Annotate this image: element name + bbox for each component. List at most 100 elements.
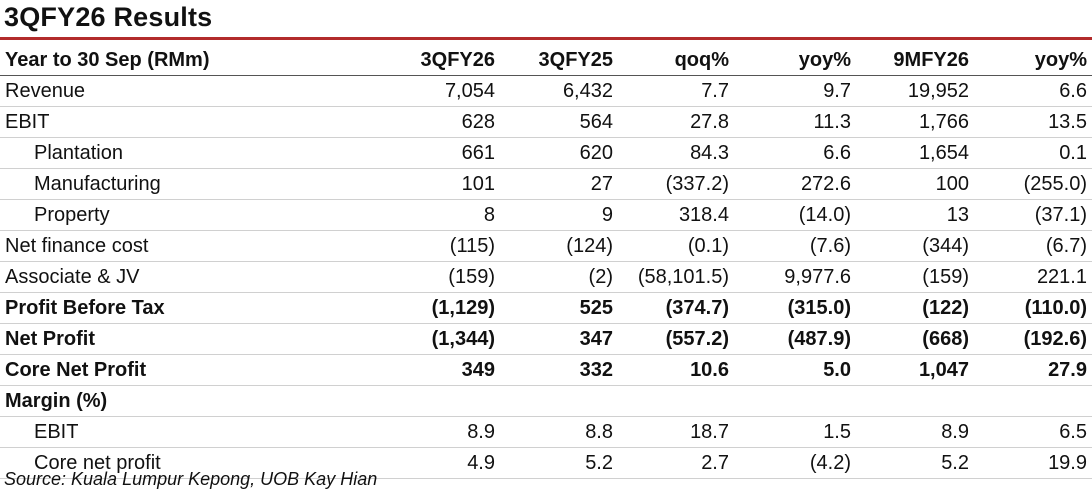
cell-3qfy26: 628 (386, 106, 500, 138)
cell-qoq: (0.1) (618, 230, 734, 262)
cell-9mfy26: (344) (856, 230, 974, 262)
row-associate-jv: Associate & JV (159) (2) (58,101.5) 9,97… (0, 261, 1092, 293)
row-ebit-margin: EBIT 8.9 8.8 18.7 1.5 8.9 6.5 (0, 416, 1092, 448)
cell-9mfy26: 13 (856, 199, 974, 231)
cell-qoq: (557.2) (618, 323, 734, 355)
cell-yoy-9m: (110.0) (974, 292, 1092, 324)
row-label: Revenue (0, 75, 386, 107)
row-profit-before-tax: Profit Before Tax (1,129) 525 (374.7) (3… (0, 292, 1092, 324)
cell-3qfy25: 525 (500, 292, 618, 324)
cell-3qfy26: (1,129) (386, 292, 500, 324)
cell-qoq: 2.7 (618, 447, 734, 479)
title-divider (0, 37, 1092, 40)
header-3qfy26: 3QFY26 (386, 45, 500, 76)
cell-qoq: (58,101.5) (618, 261, 734, 293)
row-label: Core Net Profit (0, 354, 386, 386)
header-qoq: qoq% (618, 45, 734, 76)
cell-9mfy26: (122) (856, 292, 974, 324)
cell-qoq: 18.7 (618, 416, 734, 448)
row-label: Associate & JV (0, 261, 386, 293)
cell-3qfy25: 347 (500, 323, 618, 355)
cell-3qfy25: 332 (500, 354, 618, 386)
header-3qfy25: 3QFY25 (500, 45, 618, 76)
cell-yoy-9m: 6.5 (974, 416, 1092, 448)
row-label: EBIT (0, 106, 386, 138)
cell-3qfy25: 6,432 (500, 75, 618, 107)
cell-yoy-9m: (255.0) (974, 168, 1092, 200)
cell-yoy-9m: 6.6 (974, 75, 1092, 107)
cell-yoy-9m: (6.7) (974, 230, 1092, 262)
source-note: Source: Kuala Lumpur Kepong, UOB Kay Hia… (4, 469, 378, 489)
cell-yoy: 5.0 (734, 354, 856, 386)
cell-qoq: (374.7) (618, 292, 734, 324)
cell-yoy-9m: 19.9 (974, 447, 1092, 479)
row-net-profit: Net Profit (1,344) 347 (557.2) (487.9) (… (0, 323, 1092, 355)
cell-3qfy25: 9 (500, 199, 618, 231)
header-9mfy26: 9MFY26 (856, 45, 974, 76)
cell-yoy-9m: 27.9 (974, 354, 1092, 386)
cell-yoy: 6.6 (734, 137, 856, 169)
cell-qoq: (337.2) (618, 168, 734, 200)
cell-qoq: 7.7 (618, 75, 734, 107)
cell-3qfy26 (386, 385, 500, 417)
cell-3qfy25: 620 (500, 137, 618, 169)
cell-yoy-9m: 0.1 (974, 137, 1092, 169)
cell-3qfy25: 27 (500, 168, 618, 200)
row-label: Profit Before Tax (0, 292, 386, 324)
cell-yoy: 272.6 (734, 168, 856, 200)
row-label: Net finance cost (0, 230, 386, 262)
header-row: Year to 30 Sep (RMm) 3QFY26 3QFY25 qoq% … (0, 45, 1092, 76)
cell-9mfy26 (856, 385, 974, 417)
cell-3qfy26: (159) (386, 261, 500, 293)
header-yoy: yoy% (734, 45, 856, 76)
cell-yoy-9m: (192.6) (974, 323, 1092, 355)
row-ebit: EBIT 628 564 27.8 11.3 1,766 13.5 (0, 106, 1092, 138)
row-manufacturing: Manufacturing 101 27 (337.2) 272.6 100 (… (0, 168, 1092, 200)
cell-3qfy26: 8.9 (386, 416, 500, 448)
cell-yoy-9m: (37.1) (974, 199, 1092, 231)
cell-9mfy26: 5.2 (856, 447, 974, 479)
cell-yoy: (4.2) (734, 447, 856, 479)
row-revenue: Revenue 7,054 6,432 7.7 9.7 19,952 6.6 (0, 75, 1092, 107)
cell-yoy: (14.0) (734, 199, 856, 231)
cell-yoy: 1.5 (734, 416, 856, 448)
cell-9mfy26: (159) (856, 261, 974, 293)
cell-qoq: 318.4 (618, 199, 734, 231)
cell-yoy: 11.3 (734, 106, 856, 138)
cell-9mfy26: 1,766 (856, 106, 974, 138)
cell-3qfy26: 8 (386, 199, 500, 231)
cell-yoy-9m: 221.1 (974, 261, 1092, 293)
row-plantation: Plantation 661 620 84.3 6.6 1,654 0.1 (0, 137, 1092, 169)
cell-9mfy26: 8.9 (856, 416, 974, 448)
header-label: Year to 30 Sep (RMm) (0, 45, 386, 76)
cell-yoy: (315.0) (734, 292, 856, 324)
header-yoy-9m: yoy% (974, 45, 1092, 76)
cell-3qfy25: 8.8 (500, 416, 618, 448)
row-label: Net Profit (0, 323, 386, 355)
cell-yoy-9m (974, 385, 1092, 417)
cell-9mfy26: 1,047 (856, 354, 974, 386)
row-label: Plantation (0, 137, 386, 169)
row-core-net-profit: Core Net Profit 349 332 10.6 5.0 1,047 2… (0, 354, 1092, 386)
cell-qoq: 27.8 (618, 106, 734, 138)
cell-yoy: (487.9) (734, 323, 856, 355)
cell-yoy (734, 385, 856, 417)
cell-yoy: 9.7 (734, 75, 856, 107)
cell-3qfy26: (1,344) (386, 323, 500, 355)
cell-3qfy26: 661 (386, 137, 500, 169)
cell-9mfy26: 19,952 (856, 75, 974, 107)
cell-qoq: 10.6 (618, 354, 734, 386)
cell-3qfy26: 4.9 (386, 447, 500, 479)
cell-qoq: 84.3 (618, 137, 734, 169)
row-label: Property (0, 199, 386, 231)
cell-3qfy26: (115) (386, 230, 500, 262)
cell-qoq (618, 385, 734, 417)
row-label: Core net profit (0, 447, 386, 479)
row-margin-heading: Margin (%) (0, 385, 1092, 417)
cell-3qfy25: 5.2 (500, 447, 618, 479)
cell-3qfy25: 564 (500, 106, 618, 138)
cell-3qfy26: 7,054 (386, 75, 500, 107)
cell-3qfy26: 349 (386, 354, 500, 386)
row-label: Margin (%) (0, 385, 386, 417)
row-net-finance-cost: Net finance cost (115) (124) (0.1) (7.6)… (0, 230, 1092, 262)
